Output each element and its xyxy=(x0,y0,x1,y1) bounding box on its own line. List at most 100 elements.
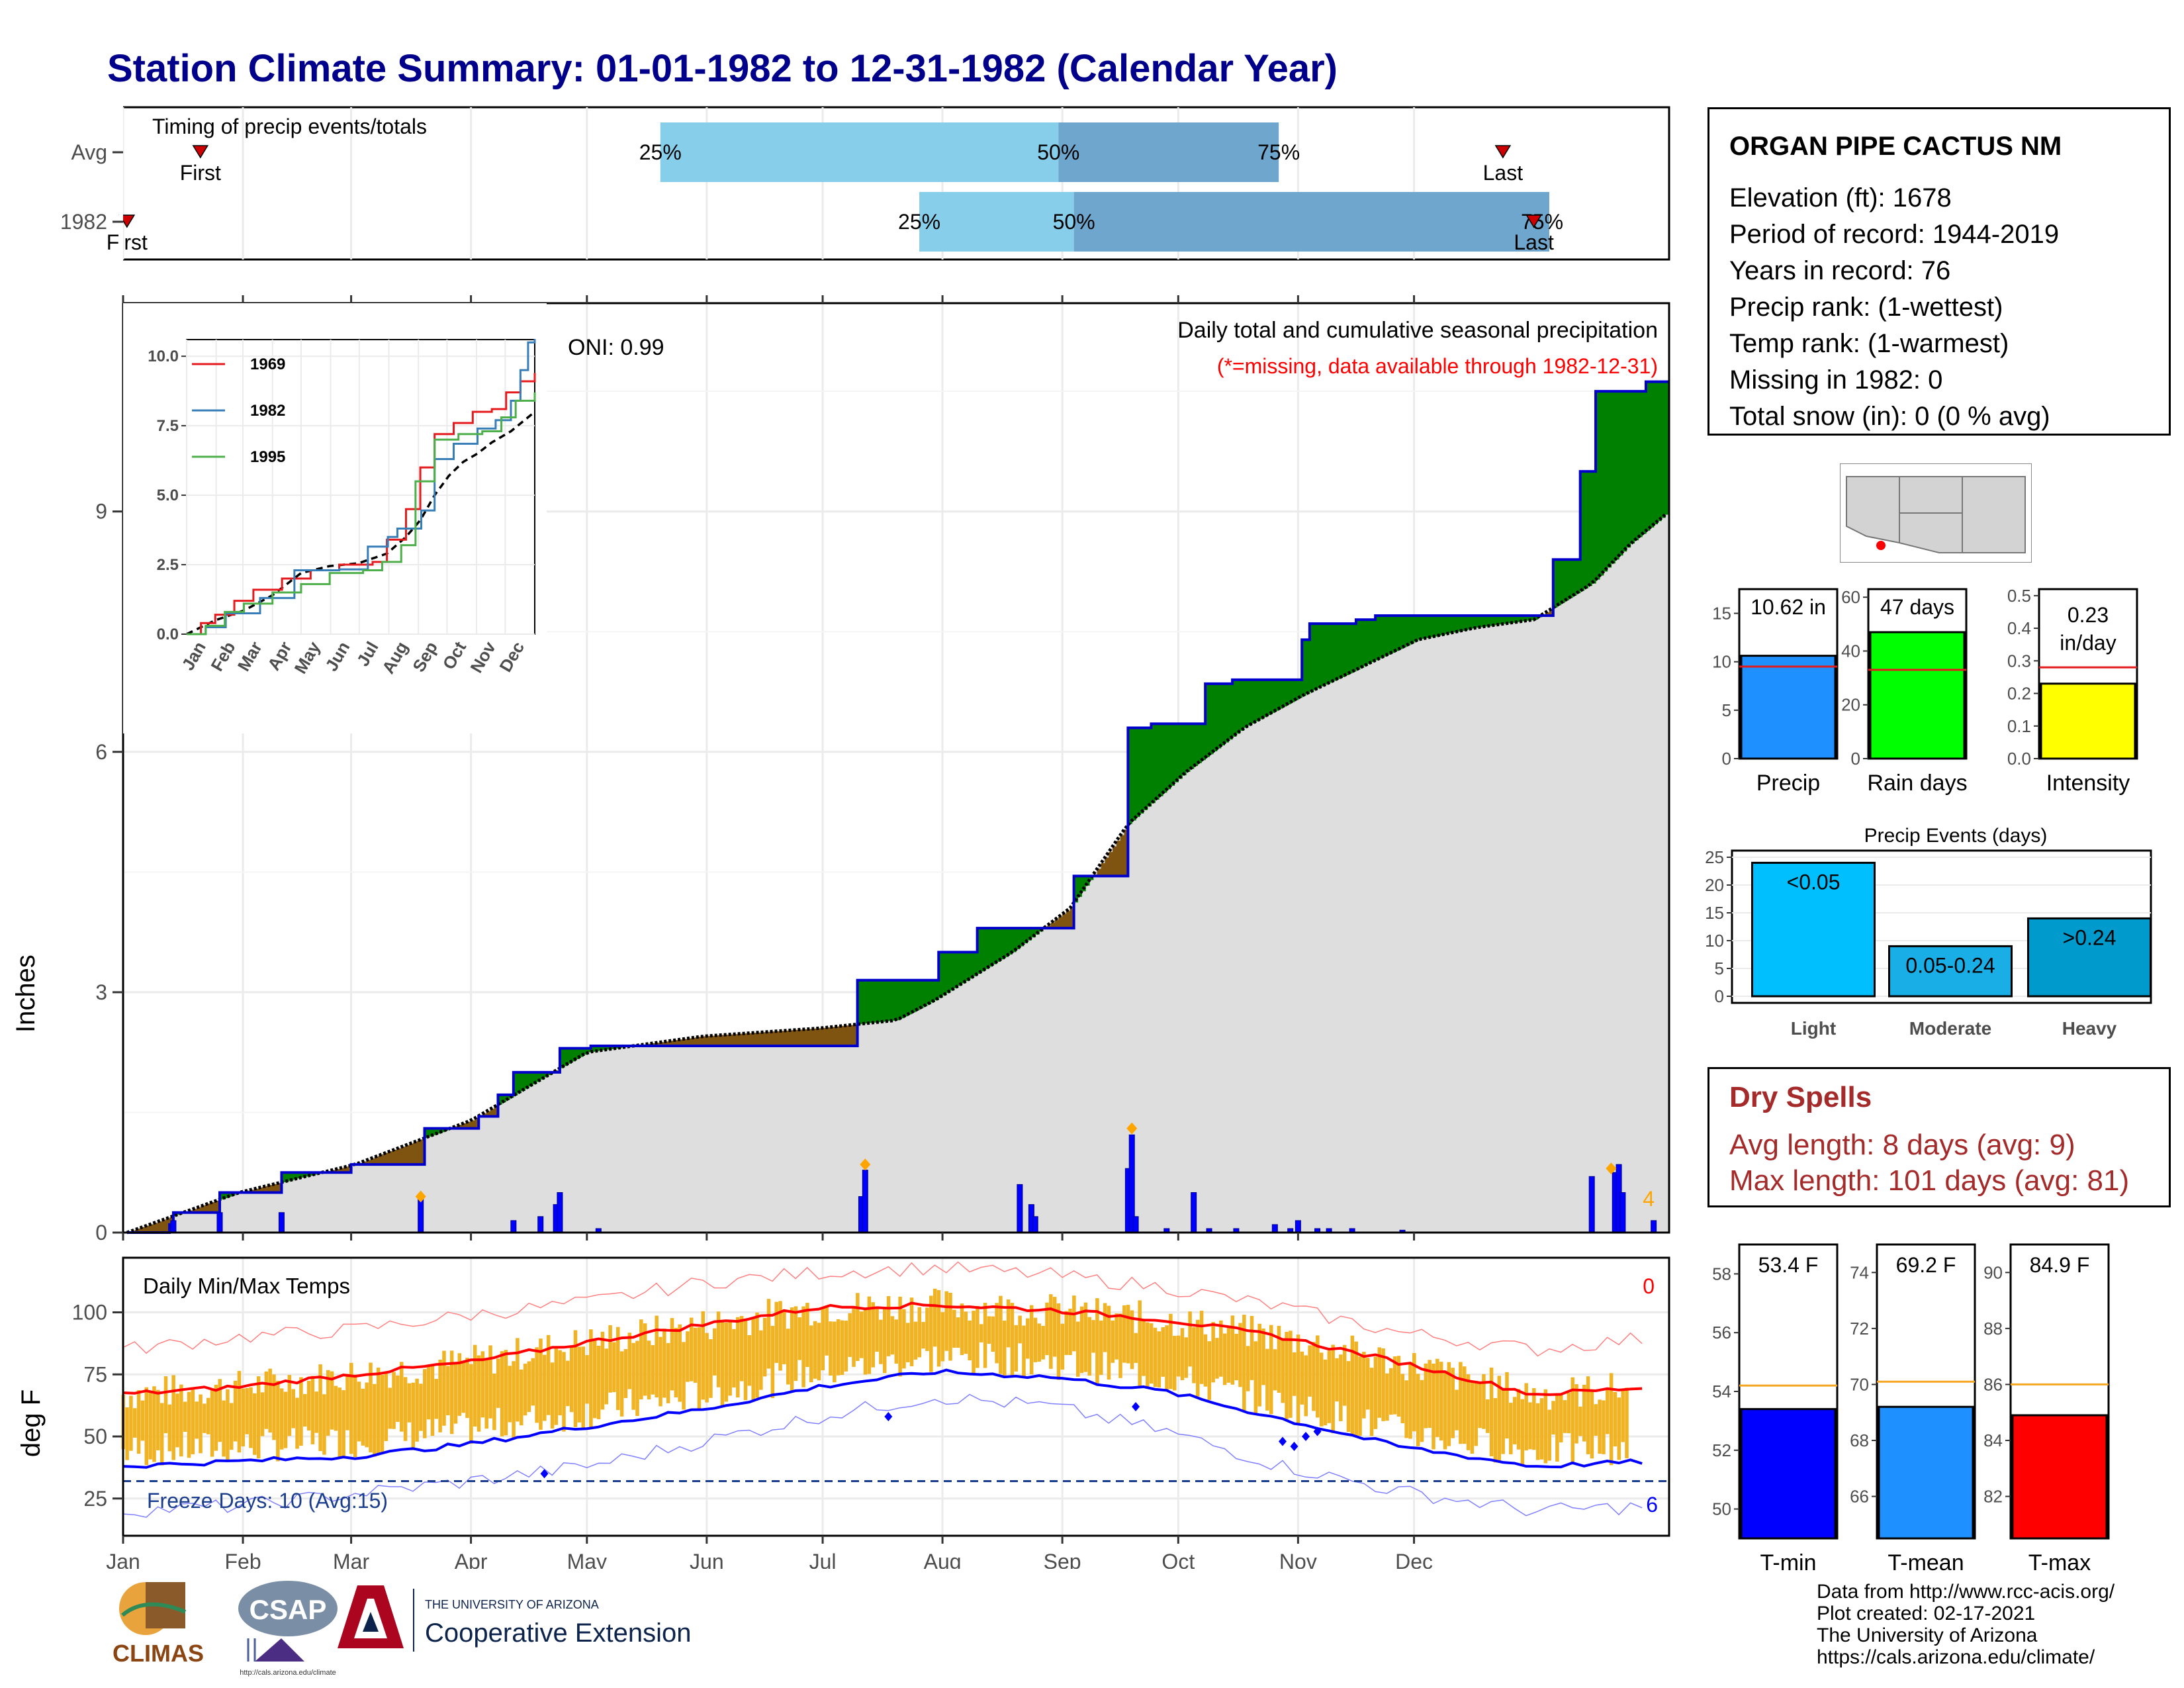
inset-average-line xyxy=(186,410,536,635)
daily-temp-range-bar xyxy=(477,1355,481,1432)
daily-temp-range-bar xyxy=(341,1390,345,1459)
daily-temp-range-bar xyxy=(1524,1383,1528,1451)
surplus-fill xyxy=(1340,624,1345,677)
daily-temp-range-bar xyxy=(1462,1366,1467,1444)
deficit-fill xyxy=(475,1118,479,1129)
stat-bar xyxy=(1869,631,1966,760)
surplus-fill xyxy=(582,1048,588,1055)
daily-temp-range-bar xyxy=(728,1321,732,1396)
x-tick-label: Sep xyxy=(1044,1550,1081,1569)
deficit-fill xyxy=(807,1029,812,1046)
surplus-fill xyxy=(1499,616,1504,625)
surplus-fill xyxy=(1603,391,1608,572)
station-info-box: ORGAN PIPE CACTUS NM Elevation (ft): 167… xyxy=(1707,107,2171,436)
deficit-fill xyxy=(386,1152,390,1165)
surplus-fill xyxy=(1665,381,1670,515)
surplus-fill xyxy=(1224,683,1229,743)
x-tick-label: May xyxy=(567,1550,607,1569)
event-category-label: Light xyxy=(1791,1018,1836,1039)
last-marker xyxy=(1494,145,1512,159)
deficit-fill xyxy=(273,1184,279,1193)
daily-temp-range-bar xyxy=(1238,1323,1242,1387)
surplus-fill xyxy=(907,980,912,1015)
deficit-fill xyxy=(154,1223,159,1233)
deficit-fill xyxy=(196,1207,201,1213)
deficit-fill xyxy=(1109,852,1113,876)
daily-temp-range-bar xyxy=(1319,1352,1324,1427)
deficit-fill xyxy=(262,1187,267,1193)
daily-temp-range-bar xyxy=(306,1381,311,1430)
surplus-fill xyxy=(281,1172,286,1182)
daily-temp-range-bar xyxy=(1006,1299,1011,1348)
surplus-fill xyxy=(1306,639,1310,694)
deficit-fill xyxy=(401,1147,406,1165)
heavy-event-marker xyxy=(1606,1162,1617,1175)
station-snow: Total snow (in): 0 (0 % avg) xyxy=(1729,402,2050,431)
last-label: Last xyxy=(1514,230,1554,254)
csap-text: CSAP xyxy=(250,1594,327,1625)
event-category-label: Heavy xyxy=(2062,1018,2117,1039)
x-tick-label: Oct xyxy=(1161,1550,1195,1569)
daily-temp-range-bar xyxy=(573,1330,578,1427)
deficit-fill xyxy=(695,1037,700,1046)
daily-temp-range-bar xyxy=(1018,1315,1022,1344)
daily-temp-range-bar xyxy=(396,1375,400,1423)
daily-temp-range-bar xyxy=(867,1296,872,1374)
deficit-fill xyxy=(819,1028,823,1046)
daily-temp-range-bar xyxy=(179,1384,183,1457)
temp-stat-y-tick-label: 50 xyxy=(1712,1499,1731,1519)
surplus-fill xyxy=(1073,876,1079,903)
inset-legend-label: 1969 xyxy=(250,355,285,373)
surplus-fill xyxy=(432,1128,437,1135)
temp-panel: 25 50 75 100 Jan Feb Mar Apr May Jun Jul Aug Sep Oct… xyxy=(17,1256,1670,1569)
deficit-fill xyxy=(1097,868,1102,876)
surplus-fill xyxy=(590,1045,596,1052)
deficit-fill xyxy=(699,1037,704,1046)
daily-temp-range-bar xyxy=(140,1400,145,1441)
surplus-fill xyxy=(424,1128,429,1139)
deficit-fill xyxy=(467,1121,472,1129)
daily-temp-range-bar xyxy=(1060,1323,1065,1370)
timing-label: Timing of precip events/totals xyxy=(152,115,427,138)
surplus-fill xyxy=(1592,471,1596,584)
daily-temp-range-bar xyxy=(1373,1356,1378,1429)
deficit-fill xyxy=(706,1036,711,1046)
surplus-fill xyxy=(498,1094,502,1105)
surplus-fill xyxy=(1077,876,1082,897)
daily-temp-range-bar xyxy=(1392,1356,1397,1415)
inset-frame xyxy=(186,339,535,635)
daily-temp-range-bar xyxy=(1126,1305,1130,1364)
daily-temp-range-bar xyxy=(925,1307,929,1351)
surplus-fill xyxy=(1348,624,1353,674)
daily-temp-range-bar xyxy=(604,1348,608,1405)
daily-temp-range-bar xyxy=(206,1397,210,1434)
surplus-fill xyxy=(934,980,939,1000)
daily-temp-range-bar xyxy=(1010,1303,1015,1378)
deficit-fill xyxy=(1105,857,1109,876)
daily-temp-range-bar xyxy=(388,1387,392,1429)
daily-temp-range-bar xyxy=(1281,1338,1285,1403)
logos: CLIMAS CSAP http://cals.arizona.edu/clim… xyxy=(113,1581,691,1677)
stat-value-label: 0.23 xyxy=(2068,603,2109,627)
daily-temp-range-bar xyxy=(1582,1384,1586,1442)
daily-temp-range-bar xyxy=(1250,1315,1254,1380)
surplus-fill xyxy=(996,928,1001,962)
daily-temp-range-bar xyxy=(1408,1362,1412,1439)
y-tick-label: 9 xyxy=(95,500,107,524)
daily-temp-range-bar xyxy=(222,1400,226,1457)
surplus-fill xyxy=(1128,727,1132,824)
daily-temp-range-bar xyxy=(983,1303,987,1368)
deficit-fill xyxy=(826,1027,831,1046)
deficit-fill xyxy=(737,1033,742,1046)
deficit-fill xyxy=(760,1032,766,1046)
surplus-fill xyxy=(308,1172,313,1176)
surplus-fill xyxy=(1363,620,1369,666)
temp-stat-y-tick-label: 66 xyxy=(1850,1487,1869,1507)
surplus-fill xyxy=(923,980,928,1007)
surplus-fill xyxy=(903,980,909,1017)
daily-temp-range-bar xyxy=(739,1315,744,1382)
daily-temp-range-bar xyxy=(987,1316,991,1344)
daily-temp-range-bar xyxy=(566,1360,570,1407)
daily-temp-range-bar xyxy=(426,1365,431,1420)
daily-temp-range-bar xyxy=(1103,1303,1107,1352)
